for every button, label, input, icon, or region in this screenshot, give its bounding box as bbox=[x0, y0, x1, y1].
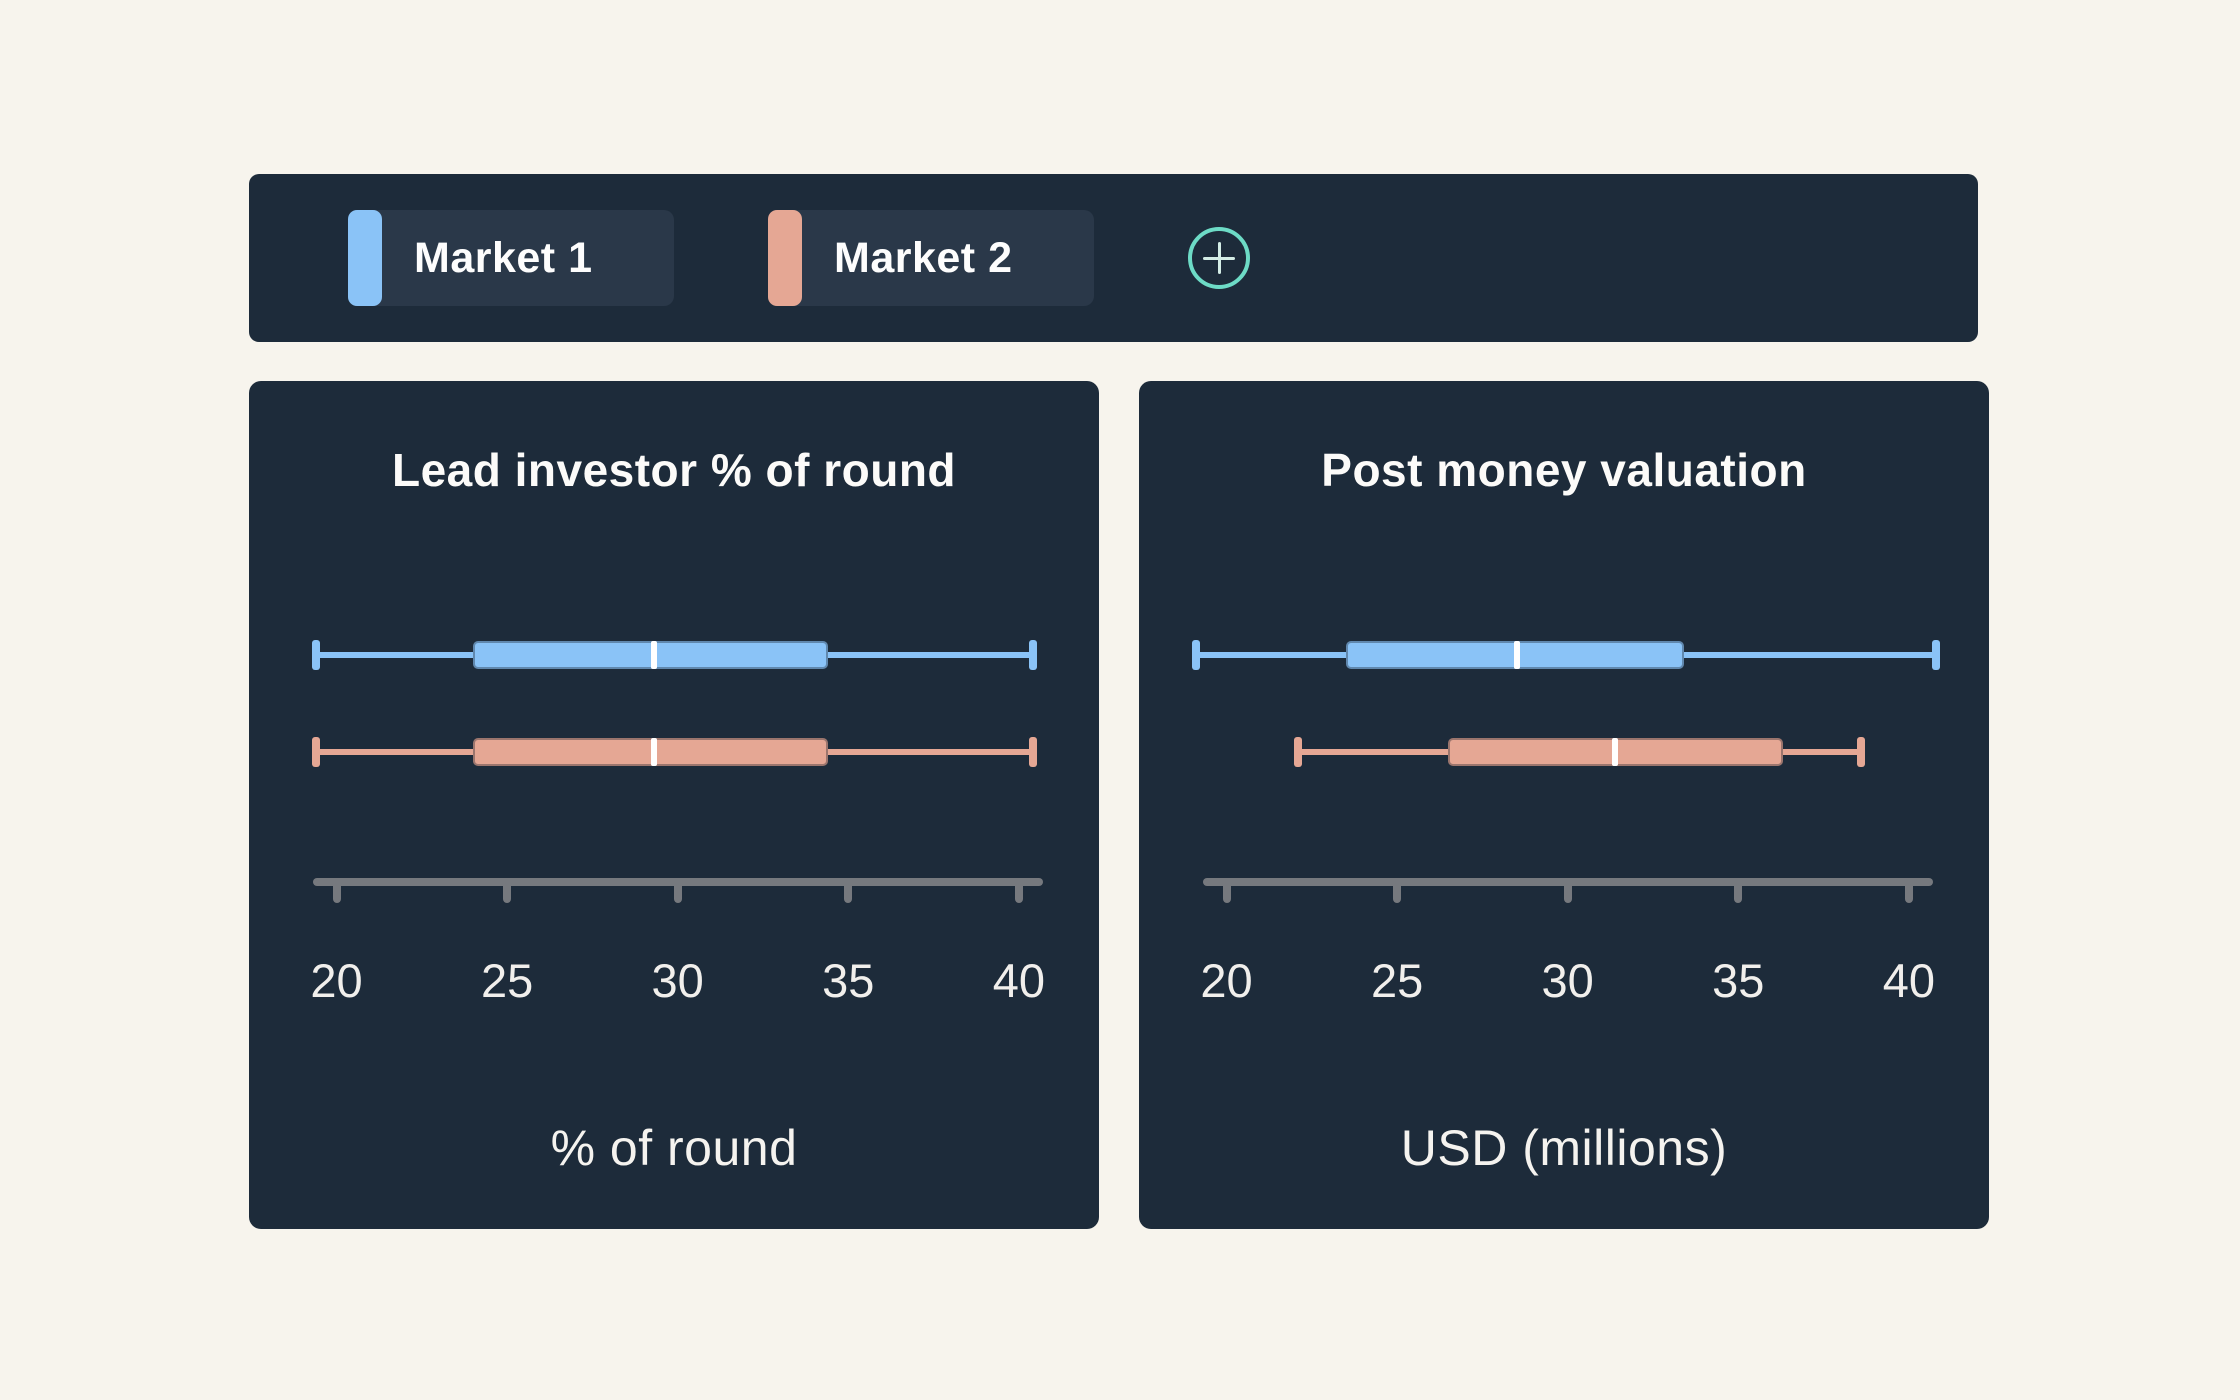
axis-tick-mark bbox=[332, 883, 341, 903]
legend-item-label: Market 2 bbox=[834, 233, 1013, 282]
boxplot-box bbox=[472, 641, 828, 669]
x-axis-label: USD (millions) bbox=[1400, 1120, 1728, 1176]
axis-tick-label: 20 bbox=[1200, 954, 1253, 1007]
panel-post-money-valuation: Post money valuation 20 25 30 35 40 USD (mil… bbox=[1139, 381, 1989, 1229]
market-2-color-swatch bbox=[768, 210, 802, 306]
legend-item-label: Market 1 bbox=[414, 233, 593, 282]
axis-tick-label: 25 bbox=[480, 954, 534, 1007]
boxplot-max-cap bbox=[1932, 640, 1941, 670]
x-axis-label: % of round bbox=[550, 1120, 798, 1176]
x-axis-line bbox=[312, 878, 1043, 886]
chart-title: Post money valuation bbox=[1321, 444, 1807, 496]
boxplot-max-cap bbox=[1028, 640, 1037, 670]
market-1-color-swatch bbox=[348, 210, 382, 306]
boxplot-median-line bbox=[1513, 641, 1520, 669]
panel-lead-investor: Lead investor % of round 20 25 30 35 40 % of… bbox=[249, 381, 1099, 1229]
boxplot-min-cap bbox=[1294, 737, 1303, 767]
axis-tick-mark bbox=[1393, 883, 1402, 903]
boxplot-min-cap bbox=[312, 640, 321, 670]
axis-tick-mark bbox=[503, 883, 512, 903]
axis-tick-label: 35 bbox=[822, 954, 875, 1007]
axis-tick-mark bbox=[1014, 883, 1023, 903]
axis-tick-label: 25 bbox=[1370, 954, 1424, 1007]
boxplot-min-cap bbox=[1191, 640, 1200, 670]
axis-tick-label: 40 bbox=[1882, 954, 1936, 1007]
axis-tick-label: 30 bbox=[1541, 954, 1594, 1007]
boxplot-chart: 20 25 30 35 40 bbox=[249, 381, 1099, 1229]
axis-tick-mark bbox=[844, 883, 853, 903]
boxplot-median-line bbox=[650, 738, 657, 766]
axis-tick-label: 35 bbox=[1712, 954, 1765, 1007]
boxplot-max-cap bbox=[1028, 737, 1037, 767]
axis-tick-mark bbox=[1222, 883, 1231, 903]
boxplot-max-cap bbox=[1857, 737, 1866, 767]
boxplot-median-line bbox=[1612, 738, 1619, 766]
legend-item-market-2[interactable]: Market 2 bbox=[768, 210, 1094, 306]
x-axis-line bbox=[1202, 878, 1933, 886]
axis-tick-mark bbox=[673, 883, 682, 903]
axis-tick-label: 30 bbox=[651, 954, 704, 1007]
axis-tick-mark bbox=[1734, 883, 1743, 903]
boxplot-median-line bbox=[650, 641, 657, 669]
boxplot-chart: 20 25 30 35 40 bbox=[1139, 381, 1989, 1229]
axis-tick-label: 20 bbox=[310, 954, 363, 1007]
boxplot-min-cap bbox=[312, 737, 321, 767]
boxplot-box bbox=[472, 738, 828, 766]
axis-tick-mark bbox=[1563, 883, 1572, 903]
add-series-button[interactable] bbox=[1188, 227, 1250, 289]
chart-title: Lead investor % of round bbox=[391, 444, 957, 496]
legend-item-market-1[interactable]: Market 1 bbox=[348, 210, 674, 306]
axis-tick-mark bbox=[1904, 883, 1913, 903]
legend-bar: Market 1 Market 2 bbox=[249, 174, 1978, 342]
axis-tick-label: 40 bbox=[992, 954, 1046, 1007]
